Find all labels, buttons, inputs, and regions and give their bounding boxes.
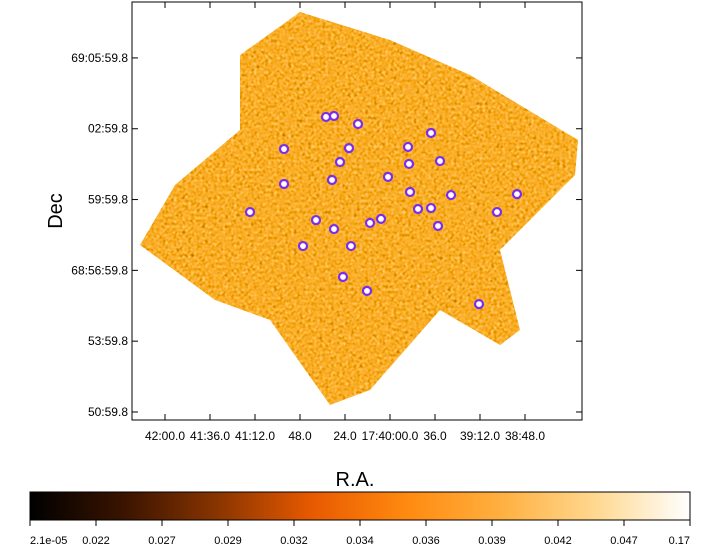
source-marker xyxy=(364,217,376,229)
x-tick-label: 38:48.0 xyxy=(505,429,545,443)
colorbar-tick-label: 0.047 xyxy=(610,535,638,547)
source-marker xyxy=(425,202,437,214)
colorbar-tick-label: 0.022 xyxy=(82,535,110,547)
source-marker xyxy=(473,299,485,310)
source-marker xyxy=(403,158,415,170)
source-marker xyxy=(345,240,357,252)
x-tick-label: 24.0 xyxy=(333,429,357,443)
x-tick-label: 17:40:00.0 xyxy=(362,429,419,443)
colorbar xyxy=(29,491,691,521)
source-marker xyxy=(445,189,457,201)
source-marker xyxy=(361,285,373,296)
source-marker xyxy=(343,142,355,154)
x-tick-label: 39:12.0 xyxy=(460,429,500,443)
axes-frame xyxy=(131,1,583,421)
x-tick-label: 36.0 xyxy=(423,429,447,443)
y-tick-label: 50:59.8 xyxy=(88,405,128,419)
source-marker xyxy=(337,271,349,283)
source-marker xyxy=(310,214,322,226)
colorbar-tick-label: 0.036 xyxy=(412,535,440,547)
source-marker xyxy=(434,155,446,167)
source-marker xyxy=(432,220,444,232)
source-marker xyxy=(491,206,503,218)
source-marker xyxy=(328,223,340,235)
source-marker xyxy=(425,127,437,139)
source-marker xyxy=(297,240,309,252)
x-tick-label: 42:00.0 xyxy=(145,429,185,443)
source-marker xyxy=(404,186,416,198)
source-marker xyxy=(402,141,414,153)
source-marker xyxy=(511,189,523,200)
x-tick-label: 41:36.0 xyxy=(190,429,230,443)
colorbar-tick-label: 0.039 xyxy=(478,535,506,547)
x-tick-label: 48.0 xyxy=(288,429,312,443)
colorbar-tick-label: 0.034 xyxy=(346,535,374,547)
source-marker xyxy=(352,118,364,130)
source-marker xyxy=(334,156,346,168)
source-marker xyxy=(320,111,332,123)
y-tick-label: 59:59.8 xyxy=(88,193,128,207)
source-marker xyxy=(375,213,387,225)
colorbar-tick-label: 0.042 xyxy=(544,535,572,547)
source-marker xyxy=(278,143,290,155)
source-marker xyxy=(412,203,424,215)
y-tick-label: 02:59.8 xyxy=(88,122,128,136)
x-axis-title: R.A. xyxy=(336,469,375,491)
x-tick-label: 41:12.0 xyxy=(235,429,275,443)
y-tick-label: 53:59.8 xyxy=(88,334,128,348)
colorbar-tick-label: 2.1e-05 xyxy=(30,535,67,547)
y-axis-title: Dec xyxy=(45,193,67,229)
colorbar-tick-label: 0.027 xyxy=(148,535,176,547)
source-marker xyxy=(328,110,340,122)
source-marker xyxy=(278,178,290,190)
y-tick-label: 69:05:59.8 xyxy=(71,51,128,65)
colorbar-tick-label: 0.029 xyxy=(214,535,242,547)
source-marker xyxy=(382,171,394,182)
source-marker xyxy=(326,174,338,186)
colorbar-tick-label: 0.17 xyxy=(669,535,690,547)
y-tick-label: 68:56:59.8 xyxy=(71,263,128,277)
source-marker xyxy=(244,206,256,218)
colorbar-tick-label: 0.032 xyxy=(280,535,308,547)
